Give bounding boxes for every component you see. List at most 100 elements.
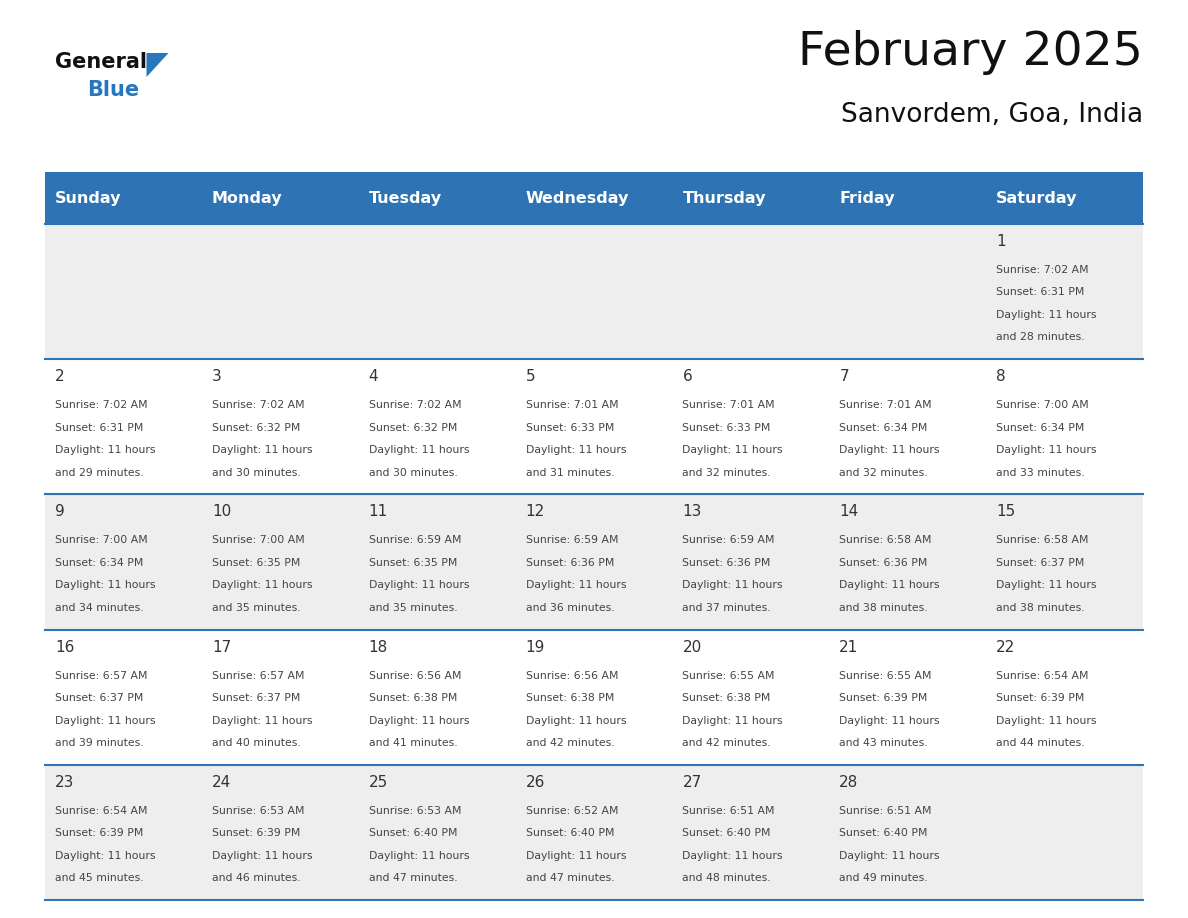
Text: Sunset: 6:33 PM: Sunset: 6:33 PM (525, 422, 614, 432)
Bar (202, 630, 359, 765)
Text: Daylight: 11 hours: Daylight: 11 hours (211, 580, 312, 590)
Polygon shape (146, 53, 169, 77)
Text: Sunset: 6:39 PM: Sunset: 6:39 PM (211, 828, 301, 838)
Bar (986, 224, 1143, 359)
Text: Daylight: 11 hours: Daylight: 11 hours (211, 851, 312, 861)
Text: Daylight: 11 hours: Daylight: 11 hours (525, 445, 626, 455)
Text: Wednesday: Wednesday (525, 191, 628, 206)
Text: 15: 15 (997, 504, 1016, 520)
Text: Sunset: 6:33 PM: Sunset: 6:33 PM (682, 422, 771, 432)
Text: and 44 minutes.: and 44 minutes. (997, 738, 1085, 748)
Text: Sunrise: 6:51 AM: Sunrise: 6:51 AM (682, 806, 775, 816)
Text: Daylight: 11 hours: Daylight: 11 hours (839, 445, 940, 455)
Bar (829, 359, 986, 495)
Text: 20: 20 (682, 640, 702, 655)
Bar (986, 765, 1143, 900)
Text: Sunrise: 6:59 AM: Sunrise: 6:59 AM (525, 535, 618, 545)
Text: Sunset: 6:34 PM: Sunset: 6:34 PM (839, 422, 928, 432)
Text: and 30 minutes.: and 30 minutes. (211, 467, 301, 477)
Text: 14: 14 (839, 504, 859, 520)
Bar (986, 172, 1143, 224)
Text: Sunset: 6:40 PM: Sunset: 6:40 PM (525, 828, 614, 838)
Text: Sunset: 6:34 PM: Sunset: 6:34 PM (55, 558, 144, 568)
Text: Sunset: 6:37 PM: Sunset: 6:37 PM (211, 693, 301, 703)
Text: and 48 minutes.: and 48 minutes. (682, 873, 771, 883)
Bar (829, 630, 986, 765)
Bar (516, 765, 672, 900)
Text: 9: 9 (55, 504, 65, 520)
Text: Saturday: Saturday (997, 191, 1078, 206)
Text: Daylight: 11 hours: Daylight: 11 hours (682, 716, 783, 725)
Text: Daylight: 11 hours: Daylight: 11 hours (368, 580, 469, 590)
Bar (202, 224, 359, 359)
Text: Sunrise: 6:58 AM: Sunrise: 6:58 AM (997, 535, 1088, 545)
Bar (45, 765, 202, 900)
Bar (202, 765, 359, 900)
Text: Daylight: 11 hours: Daylight: 11 hours (997, 716, 1097, 725)
Text: Sunrise: 6:55 AM: Sunrise: 6:55 AM (839, 671, 931, 680)
Text: Sunrise: 7:02 AM: Sunrise: 7:02 AM (368, 400, 461, 410)
Bar (359, 359, 516, 495)
Text: Sunrise: 7:01 AM: Sunrise: 7:01 AM (839, 400, 931, 410)
Bar (672, 630, 829, 765)
Text: Daylight: 11 hours: Daylight: 11 hours (211, 445, 312, 455)
Text: Sunset: 6:38 PM: Sunset: 6:38 PM (368, 693, 457, 703)
Text: and 47 minutes.: and 47 minutes. (368, 873, 457, 883)
Text: and 35 minutes.: and 35 minutes. (368, 603, 457, 613)
Text: Sanvordem, Goa, India: Sanvordem, Goa, India (841, 102, 1143, 128)
Text: 5: 5 (525, 369, 536, 385)
Text: 18: 18 (368, 640, 388, 655)
Text: Sunrise: 7:00 AM: Sunrise: 7:00 AM (55, 535, 147, 545)
Text: and 47 minutes.: and 47 minutes. (525, 873, 614, 883)
Text: Sunrise: 7:02 AM: Sunrise: 7:02 AM (997, 265, 1088, 275)
Text: Daylight: 11 hours: Daylight: 11 hours (525, 851, 626, 861)
Bar (359, 630, 516, 765)
Text: Daylight: 11 hours: Daylight: 11 hours (55, 851, 156, 861)
Text: Sunset: 6:39 PM: Sunset: 6:39 PM (55, 828, 144, 838)
Bar (45, 630, 202, 765)
Bar (986, 495, 1143, 630)
Text: Sunrise: 6:52 AM: Sunrise: 6:52 AM (525, 806, 618, 816)
Text: Sunset: 6:37 PM: Sunset: 6:37 PM (997, 558, 1085, 568)
Text: 12: 12 (525, 504, 545, 520)
Text: Sunrise: 6:51 AM: Sunrise: 6:51 AM (839, 806, 931, 816)
Text: 21: 21 (839, 640, 859, 655)
Text: Daylight: 11 hours: Daylight: 11 hours (839, 716, 940, 725)
Text: Sunset: 6:36 PM: Sunset: 6:36 PM (525, 558, 614, 568)
Text: Sunrise: 6:56 AM: Sunrise: 6:56 AM (525, 671, 618, 680)
Text: General: General (55, 52, 147, 72)
Bar (359, 224, 516, 359)
Text: and 42 minutes.: and 42 minutes. (682, 738, 771, 748)
Text: 25: 25 (368, 775, 388, 789)
Text: Daylight: 11 hours: Daylight: 11 hours (839, 851, 940, 861)
Bar (829, 172, 986, 224)
Text: 28: 28 (839, 775, 859, 789)
Bar (45, 172, 202, 224)
Bar (672, 224, 829, 359)
Bar (986, 359, 1143, 495)
Text: and 43 minutes.: and 43 minutes. (839, 738, 928, 748)
Text: Sunset: 6:36 PM: Sunset: 6:36 PM (839, 558, 928, 568)
Bar (829, 765, 986, 900)
Bar (672, 765, 829, 900)
Bar (359, 765, 516, 900)
Text: 7: 7 (839, 369, 849, 385)
Text: 26: 26 (525, 775, 545, 789)
Text: Sunrise: 7:02 AM: Sunrise: 7:02 AM (211, 400, 304, 410)
Text: Friday: Friday (839, 191, 895, 206)
Text: Sunset: 6:35 PM: Sunset: 6:35 PM (368, 558, 457, 568)
Text: Sunrise: 6:58 AM: Sunrise: 6:58 AM (839, 535, 931, 545)
Text: 4: 4 (368, 369, 378, 385)
Bar (672, 359, 829, 495)
Text: Sunset: 6:37 PM: Sunset: 6:37 PM (55, 693, 144, 703)
Text: Sunrise: 6:57 AM: Sunrise: 6:57 AM (55, 671, 147, 680)
Text: Sunrise: 6:53 AM: Sunrise: 6:53 AM (368, 806, 461, 816)
Text: and 37 minutes.: and 37 minutes. (682, 603, 771, 613)
Text: Daylight: 11 hours: Daylight: 11 hours (525, 580, 626, 590)
Bar (516, 359, 672, 495)
Text: and 32 minutes.: and 32 minutes. (839, 467, 928, 477)
Text: Sunrise: 7:01 AM: Sunrise: 7:01 AM (525, 400, 618, 410)
Text: 3: 3 (211, 369, 222, 385)
Text: Sunset: 6:40 PM: Sunset: 6:40 PM (368, 828, 457, 838)
Bar (829, 495, 986, 630)
